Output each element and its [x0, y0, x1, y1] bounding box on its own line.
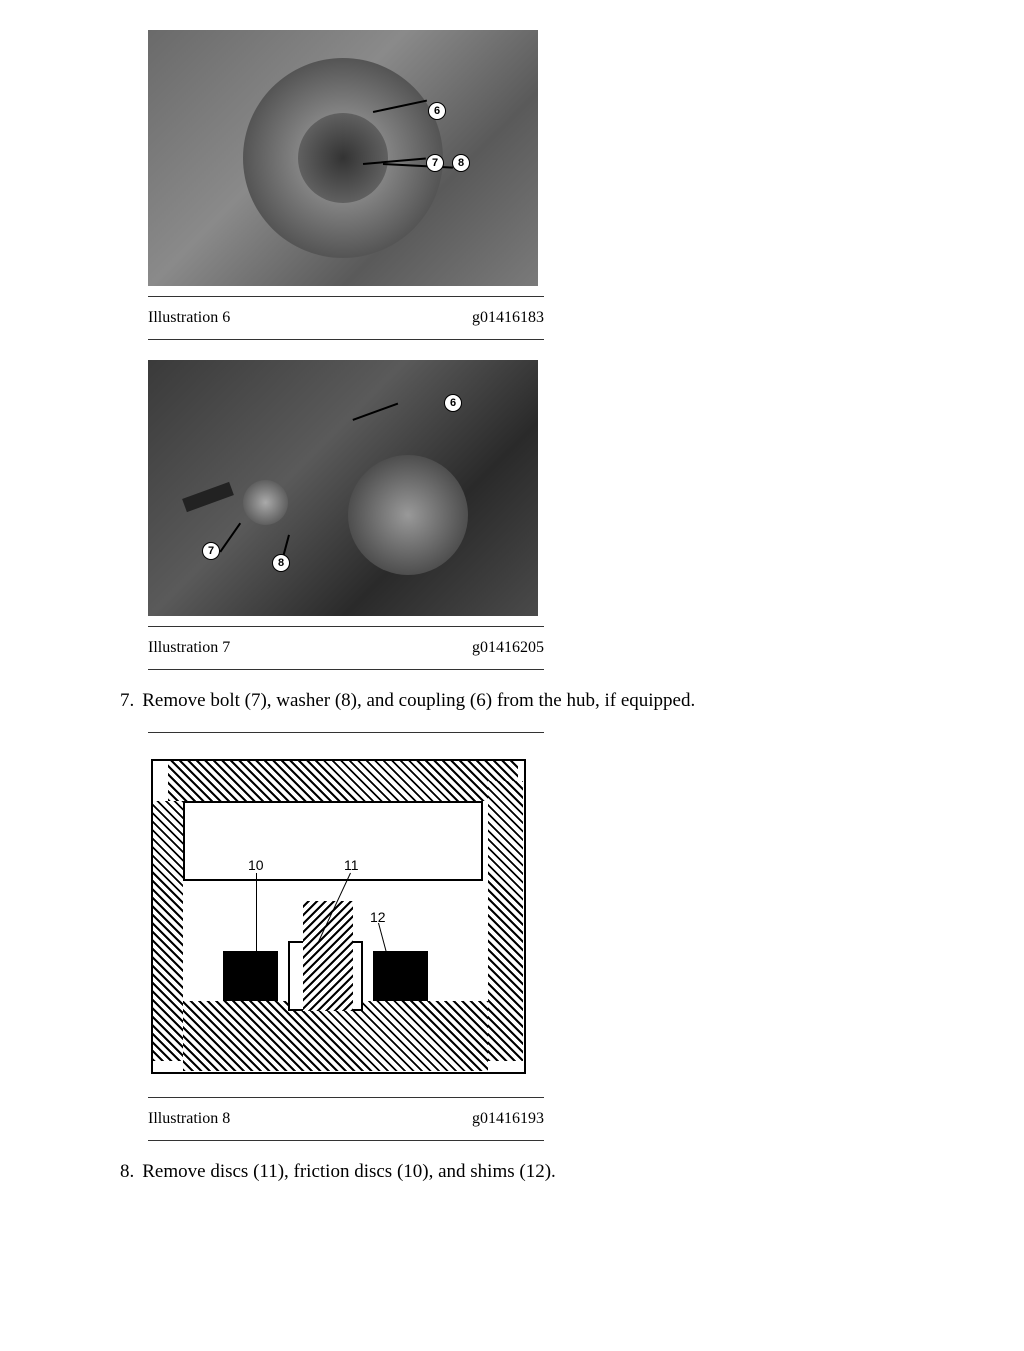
illustration-label: Illustration 7: [148, 639, 230, 657]
callout-6: 6: [444, 394, 462, 412]
step-8: 8. Remove discs (11), friction discs (10…: [120, 1161, 964, 1183]
step-7: 7. Remove bolt (7), washer (8), and coup…: [120, 690, 964, 712]
figure-6-caption: Illustration 6 g01416183: [148, 305, 544, 331]
diagram-label-11: 11: [344, 857, 359, 873]
callout-label: 7: [432, 157, 438, 169]
illustration-label: Illustration 6: [148, 309, 230, 327]
callout-8: 8: [272, 554, 290, 572]
callout-6: 6: [428, 102, 446, 120]
divider: [148, 626, 544, 627]
divider: [148, 1140, 544, 1141]
callout-8: 8: [452, 154, 470, 172]
illustration-id: g01416183: [472, 309, 544, 327]
figure-8-block: 10 11 12 Illustration 8 g01416193: [148, 732, 544, 1141]
callout-label: 8: [458, 157, 464, 169]
callout-7: 7: [426, 154, 444, 172]
callout-label: 7: [208, 545, 214, 557]
diagram-label-10: 10: [248, 857, 264, 873]
callout-label: 8: [278, 557, 284, 569]
illustration-label: Illustration 8: [148, 1110, 230, 1128]
step-number: 8.: [120, 1161, 134, 1183]
step-number: 7.: [120, 690, 134, 712]
figure-8-caption: Illustration 8 g01416193: [148, 1106, 544, 1132]
illustration-6-image: 6 7 8: [148, 30, 538, 286]
illustration-id: g01416193: [472, 1110, 544, 1128]
callout-label: 6: [450, 397, 456, 409]
divider: [148, 732, 544, 733]
step-text: Remove bolt (7), washer (8), and couplin…: [142, 690, 695, 712]
callout-label: 6: [434, 105, 440, 117]
illustration-7-image: 6 7 8: [148, 360, 538, 616]
figure-7-block: 6 7 8 Illustration 7 g01416205: [148, 360, 544, 670]
callout-7: 7: [202, 542, 220, 560]
divider: [148, 339, 544, 340]
illustration-8-image: 10 11 12: [148, 741, 538, 1087]
divider: [148, 1097, 544, 1098]
divider: [148, 669, 544, 670]
divider: [148, 296, 544, 297]
figure-6-block: 6 7 8 Illustration 6 g01416183: [148, 30, 544, 340]
illustration-id: g01416205: [472, 639, 544, 657]
figure-7-caption: Illustration 7 g01416205: [148, 635, 544, 661]
step-text: Remove discs (11), friction discs (10), …: [142, 1161, 556, 1183]
